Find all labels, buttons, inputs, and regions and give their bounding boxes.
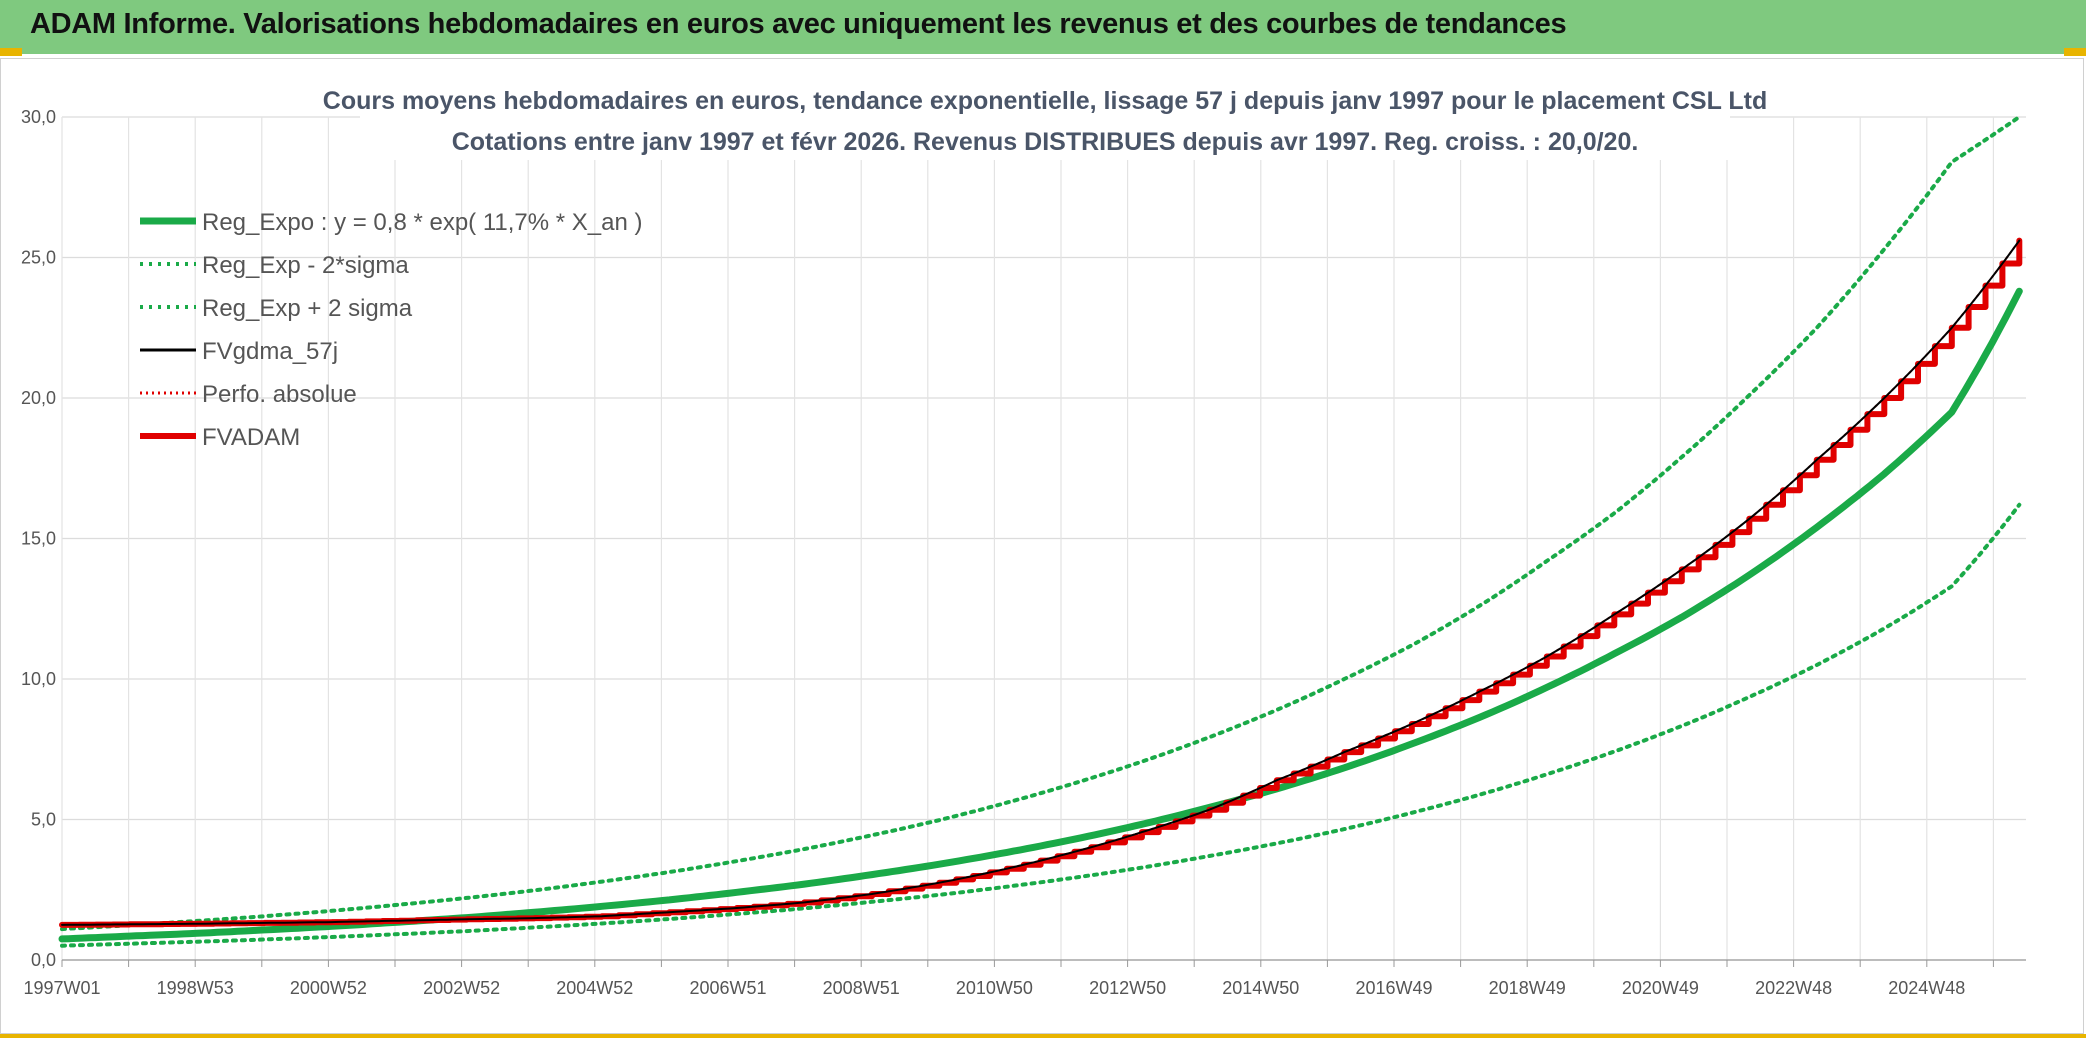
x-tick-label: 2022W48 <box>1755 978 1832 998</box>
x-tick-label: 2010W50 <box>956 978 1033 998</box>
x-tick-label: 2014W50 <box>1222 978 1299 998</box>
series-layer <box>58 115 2023 948</box>
x-tick-label: 2000W52 <box>290 978 367 998</box>
series-line-3 <box>61 239 2021 926</box>
chart-frame <box>0 58 2084 1034</box>
y-tick-label: 5,0 <box>31 810 56 830</box>
chart-title: Cours moyens hebdomadaires en euros, ten… <box>323 87 1767 115</box>
banner-accent-right <box>2064 48 2086 56</box>
x-tick-label: 2012W50 <box>1089 978 1166 998</box>
legend-label: Reg_Exp + 2 sigma <box>202 295 413 322</box>
x-tick-label: 2020W49 <box>1622 978 1699 998</box>
y-tick-label: 0,0 <box>31 950 56 970</box>
series-line-2 <box>60 115 2022 932</box>
series-line-5 <box>59 237 2023 928</box>
series-line-1 <box>60 502 2022 948</box>
bottom-accent-bar <box>0 1034 2086 1038</box>
legend-label: Reg_Exp - 2*sigma <box>202 252 409 279</box>
x-axis: 1997W01 1998W53 2000W52 2002W52 2004W52 2006W… <box>23 959 2026 998</box>
series-line-4 <box>61 239 2021 926</box>
legend: Reg_Expo : y = 0,8 * exp( 11,7% * X_an )… <box>140 209 642 451</box>
legend-label: Reg_Expo : y = 0,8 * exp( 11,7% * X_an ) <box>202 209 642 236</box>
header-banner: ADAM Informe. Valorisations hebdomadaire… <box>0 0 2086 56</box>
x-tick-label: 2018W49 <box>1489 978 1566 998</box>
y-tick-label: 10,0 <box>21 669 56 689</box>
grid <box>61 116 2026 961</box>
x-tick-label: 2004W52 <box>556 978 633 998</box>
legend-label: FVgdma_57j <box>202 338 338 365</box>
x-tick-label: 2008W51 <box>823 978 900 998</box>
y-tick-label: 15,0 <box>21 529 56 549</box>
y-tick-label: 20,0 <box>21 388 56 408</box>
y-tick-label: 30,0 <box>21 107 56 127</box>
chart-subtitle: Cotations entre janv 1997 et févr 2026. … <box>452 128 1639 156</box>
y-tick-label: 25,0 <box>21 248 56 268</box>
legend-label: Perfo. absolue <box>202 381 357 408</box>
banner-accent-left <box>0 48 22 56</box>
title-background <box>360 82 1730 160</box>
x-tick-label: 2024W48 <box>1888 978 1965 998</box>
x-tick-label: 2006W51 <box>689 978 766 998</box>
x-tick-label: 2016W49 <box>1355 978 1432 998</box>
x-tick-label: 2002W52 <box>423 978 500 998</box>
y-axis: 0,0 5,0 10,0 15,0 20,0 25,0 30,0 <box>21 107 56 970</box>
x-tick-label: 1997W01 <box>23 978 100 998</box>
page-title: ADAM Informe. Valorisations hebdomadaire… <box>30 8 1567 40</box>
x-tick-label: 1998W53 <box>157 978 234 998</box>
legend-label: FVADAM <box>202 424 300 451</box>
